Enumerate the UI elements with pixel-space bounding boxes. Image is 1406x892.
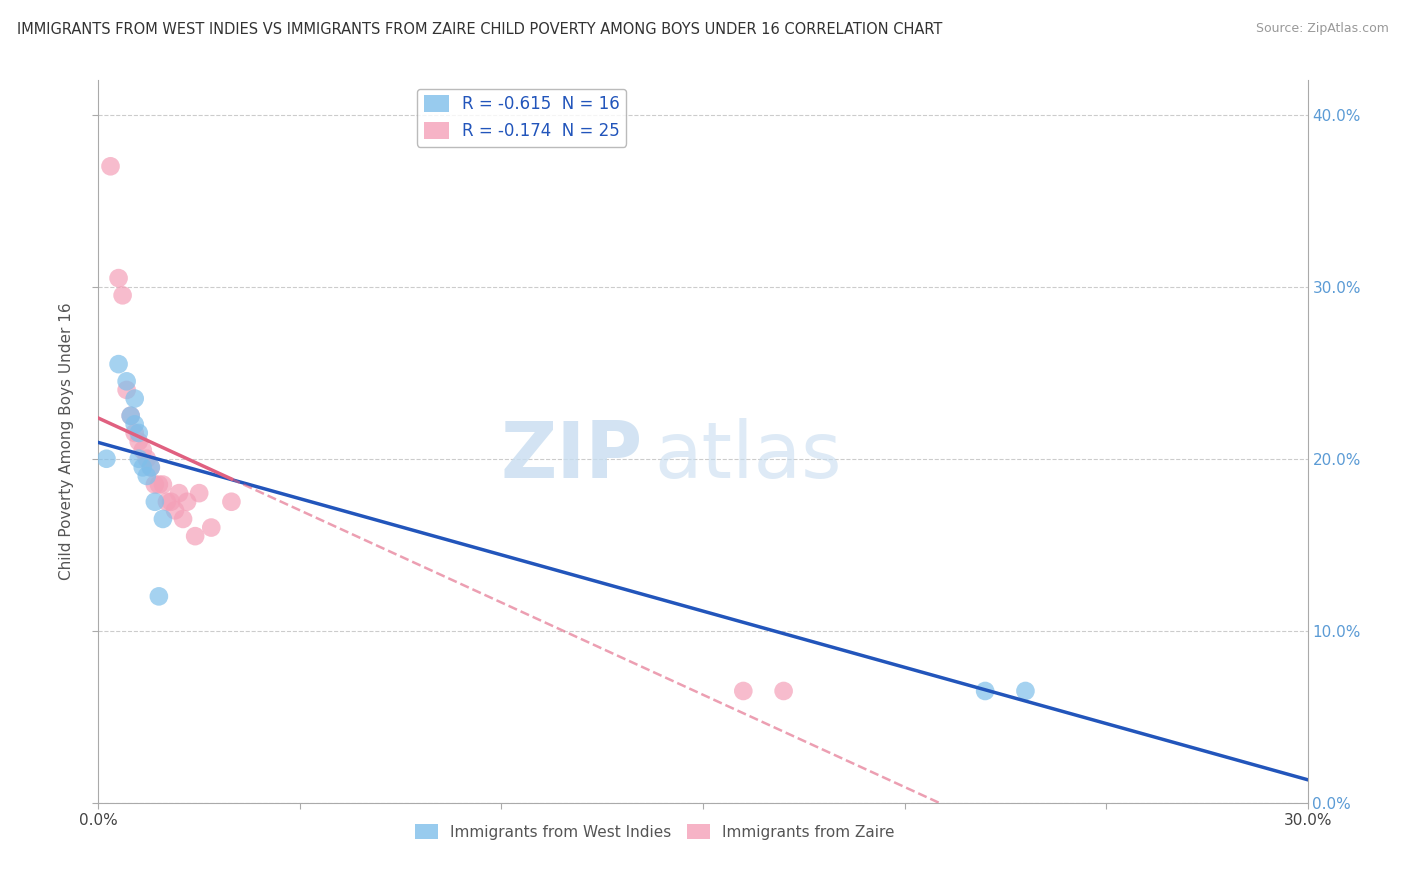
Point: [132, 443, 155, 458]
Point: [135, 451, 157, 466]
Point: [772, 684, 794, 698]
Point: [115, 375, 138, 389]
Point: [132, 460, 155, 475]
Point: [148, 590, 170, 604]
Point: [139, 460, 162, 475]
Text: ZIP: ZIP: [501, 418, 643, 494]
Point: [128, 425, 150, 440]
Point: [148, 477, 170, 491]
Point: [1014, 684, 1036, 698]
Legend: Immigrants from West Indies, Immigrants from Zaire: Immigrants from West Indies, Immigrants …: [409, 818, 900, 846]
Point: [184, 529, 207, 543]
Point: [176, 494, 198, 508]
Point: [733, 684, 755, 698]
Point: [96, 451, 118, 466]
Point: [221, 494, 243, 508]
Point: [124, 417, 146, 432]
Point: [124, 425, 146, 440]
Point: [124, 392, 146, 406]
Point: [120, 409, 142, 423]
Point: [167, 486, 190, 500]
Point: [152, 512, 174, 526]
Text: IMMIGRANTS FROM WEST INDIES VS IMMIGRANTS FROM ZAIRE CHILD POVERTY AMONG BOYS UN: IMMIGRANTS FROM WEST INDIES VS IMMIGRANT…: [17, 22, 942, 37]
Point: [156, 494, 179, 508]
Point: [107, 357, 129, 371]
Point: [188, 486, 211, 500]
Point: [143, 477, 166, 491]
Text: Source: ZipAtlas.com: Source: ZipAtlas.com: [1256, 22, 1389, 36]
Y-axis label: Child Poverty Among Boys Under 16: Child Poverty Among Boys Under 16: [59, 302, 75, 581]
Point: [111, 288, 134, 302]
Point: [107, 271, 129, 285]
Point: [100, 159, 122, 173]
Point: [115, 383, 138, 397]
Point: [200, 520, 222, 534]
Point: [143, 494, 166, 508]
Point: [135, 469, 157, 483]
Point: [152, 477, 174, 491]
Point: [172, 512, 194, 526]
Point: [163, 503, 186, 517]
Point: [128, 451, 150, 466]
Point: [139, 460, 162, 475]
Point: [974, 684, 997, 698]
Point: [120, 409, 142, 423]
Point: [128, 434, 150, 449]
Text: atlas: atlas: [655, 418, 842, 494]
Point: [160, 494, 183, 508]
